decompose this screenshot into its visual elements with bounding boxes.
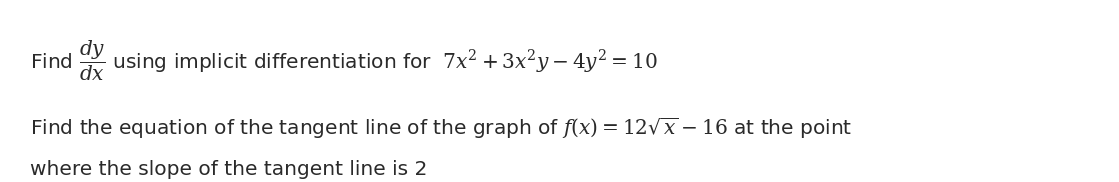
Text: where the slope of the tangent line is 2: where the slope of the tangent line is 2 bbox=[30, 160, 427, 179]
Text: Find $\dfrac{dy}{dx}$ using implicit differentiation for  $7x^2 + 3x^2y - 4y^2 =: Find $\dfrac{dy}{dx}$ using implicit dif… bbox=[30, 39, 658, 83]
Text: Find the equation of the tangent line of the graph of $f(x) = 12\sqrt{x} - 16$ a: Find the equation of the tangent line of… bbox=[30, 115, 853, 141]
